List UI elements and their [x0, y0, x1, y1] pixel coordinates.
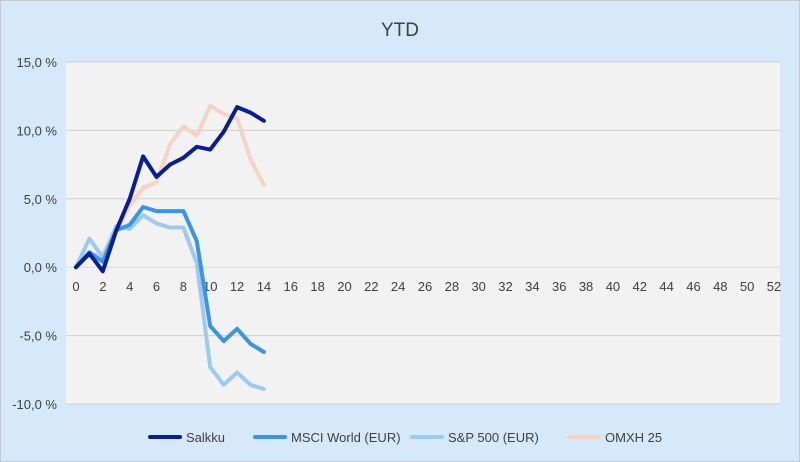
y-tick-label: -10,0 % — [12, 397, 57, 412]
legend-label: OMXH 25 — [605, 430, 662, 445]
y-tick-label: 10,0 % — [17, 123, 58, 138]
x-tick-label: 28 — [445, 279, 459, 294]
x-tick-label: 4 — [126, 279, 133, 294]
legend-label: Salkku — [186, 430, 225, 445]
x-tick-label: 50 — [740, 279, 754, 294]
x-tick-label: 40 — [606, 279, 620, 294]
y-tick-label: -5,0 % — [19, 329, 57, 344]
x-tick-label: 16 — [284, 279, 298, 294]
x-tick-label: 32 — [498, 279, 512, 294]
x-tick-label: 44 — [659, 279, 673, 294]
legend-item: OMXH 25 — [567, 430, 662, 445]
x-tick-label: 12 — [230, 279, 244, 294]
x-tick-label: 52 — [767, 279, 781, 294]
series-line-salkku — [74, 105, 266, 274]
x-tick-label: 24 — [391, 279, 405, 294]
x-tick-label: 42 — [633, 279, 647, 294]
x-tick-label: 34 — [525, 279, 539, 294]
plot-area — [66, 62, 780, 404]
x-tick-label: 26 — [418, 279, 432, 294]
legend-item: S&P 500 (EUR) — [410, 430, 539, 445]
gridlines — [66, 61, 780, 405]
chart-title: YTD — [381, 20, 419, 41]
x-tick-label: 6 — [153, 279, 160, 294]
legend-item: MSCI World (EUR) — [253, 430, 401, 445]
legend: Salkku MSCI World (EUR) S&P 500 (EUR) OMXH … — [148, 430, 662, 445]
legend-item: Salkku — [148, 430, 225, 445]
x-tick-label: 8 — [180, 279, 187, 294]
x-tick-label: 22 — [364, 279, 378, 294]
series-lines — [74, 103, 266, 391]
x-tick-label: 38 — [579, 279, 593, 294]
x-axis-tick-labels: 0 2 4 6 8 10 12 14 16 18 20 22 24 26 28 30 32 34 36 38 40 42 4… — [72, 279, 781, 294]
x-tick-label: 2 — [99, 279, 106, 294]
x-tick-label: 20 — [337, 279, 351, 294]
y-tick-label: 15,0 % — [17, 55, 58, 70]
x-tick-label: 36 — [552, 279, 566, 294]
y-tick-label: 0,0 % — [24, 260, 58, 275]
x-tick-label: 0 — [72, 279, 79, 294]
y-tick-label: 5,0 % — [24, 192, 58, 207]
y-axis-tick-labels: -10,0 % -5,0 % 0,0 % 5,0 % 10,0 % 15,0 % — [12, 55, 57, 412]
legend-label: MSCI World (EUR) — [291, 430, 401, 445]
legend-label: S&P 500 (EUR) — [448, 430, 539, 445]
x-tick-label: 30 — [471, 279, 485, 294]
x-tick-label: 46 — [686, 279, 700, 294]
x-tick-label: 48 — [713, 279, 727, 294]
series-line-msci-world-eur — [74, 205, 266, 354]
x-tick-label: 14 — [257, 279, 271, 294]
x-tick-label: 18 — [310, 279, 324, 294]
x-tick-label: 10 — [203, 279, 217, 294]
